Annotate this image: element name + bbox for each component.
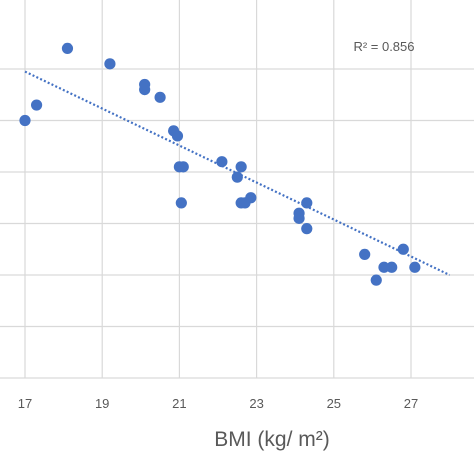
data-point (104, 58, 116, 70)
data-point (378, 261, 390, 273)
data-point (386, 261, 398, 273)
x-axis-title: BMI (kg/ m²) (214, 428, 330, 451)
data-point (301, 223, 313, 235)
x-tick-label: 27 (404, 396, 418, 411)
data-point (216, 156, 228, 168)
data-point (245, 192, 257, 204)
data-point (30, 99, 43, 111)
data-points (19, 42, 421, 286)
data-point (397, 243, 409, 255)
data-point (175, 197, 187, 209)
data-point (301, 197, 313, 209)
r-squared-annotation: R² = 0.856 (353, 39, 414, 54)
x-tick-label: 21 (172, 396, 186, 411)
x-tick-label: 23 (249, 396, 263, 411)
grid (0, 0, 474, 379)
data-point (235, 161, 247, 173)
data-point (370, 274, 382, 286)
x-tick-labels: 17 19 21 23 25 27 (18, 396, 418, 411)
data-point (19, 114, 31, 127)
data-point (154, 91, 166, 103)
data-point (293, 212, 305, 224)
data-point (409, 261, 421, 273)
x-tick-label: 19 (95, 396, 109, 411)
data-point (359, 248, 371, 260)
data-point (139, 78, 151, 91)
data-point (177, 161, 189, 173)
x-tick-label: 17 (18, 396, 32, 411)
data-point (171, 130, 184, 142)
data-point (61, 42, 74, 55)
data-point (231, 171, 243, 183)
x-tick-label: 25 (327, 396, 341, 411)
